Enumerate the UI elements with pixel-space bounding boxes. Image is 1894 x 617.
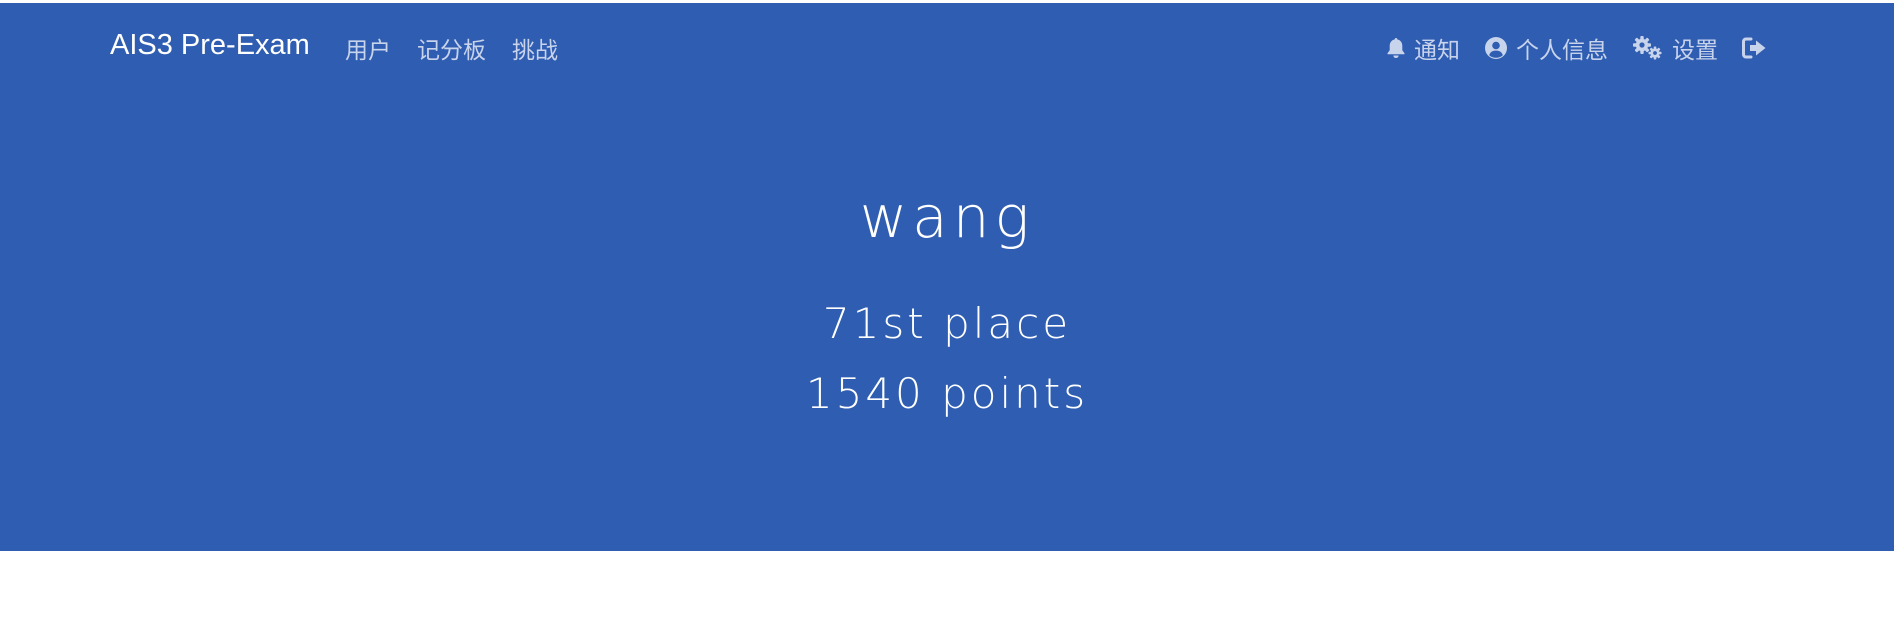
nav-left: 用户 记分板 挑战 bbox=[345, 31, 558, 65]
profile-points: 1540 points bbox=[805, 369, 1089, 418]
nav-link-scoreboard[interactable]: 记分板 bbox=[417, 37, 486, 63]
navbar: AIS3 Pre-Exam 用户 记分板 挑战 通知 bbox=[0, 3, 1894, 89]
nav-settings[interactable]: 设置 bbox=[1632, 31, 1718, 65]
nav-settings-label: 设置 bbox=[1672, 37, 1718, 63]
nav-profile[interactable]: 个人信息 bbox=[1484, 31, 1608, 65]
profile-username: wang bbox=[859, 183, 1035, 251]
top-strip bbox=[0, 0, 1894, 3]
user-circle-icon bbox=[1484, 36, 1508, 60]
logout-icon bbox=[1742, 37, 1768, 59]
profile-place: 71st place bbox=[822, 299, 1072, 348]
nav-right: 通知 个人信息 bbox=[1386, 31, 1768, 65]
nav-notifications-label: 通知 bbox=[1414, 37, 1460, 63]
brand-link[interactable]: AIS3 Pre-Exam bbox=[110, 29, 310, 61]
nav-profile-label: 个人信息 bbox=[1516, 37, 1608, 63]
logout-button[interactable] bbox=[1742, 37, 1768, 59]
nav-link-users[interactable]: 用户 bbox=[345, 37, 391, 63]
gears-icon bbox=[1632, 35, 1664, 61]
nav-notifications[interactable]: 通知 bbox=[1386, 31, 1460, 65]
nav-link-challenges[interactable]: 挑战 bbox=[512, 37, 558, 63]
profile-hero: AIS3 Pre-Exam 用户 记分板 挑战 通知 bbox=[0, 3, 1894, 551]
bell-icon bbox=[1386, 37, 1406, 59]
